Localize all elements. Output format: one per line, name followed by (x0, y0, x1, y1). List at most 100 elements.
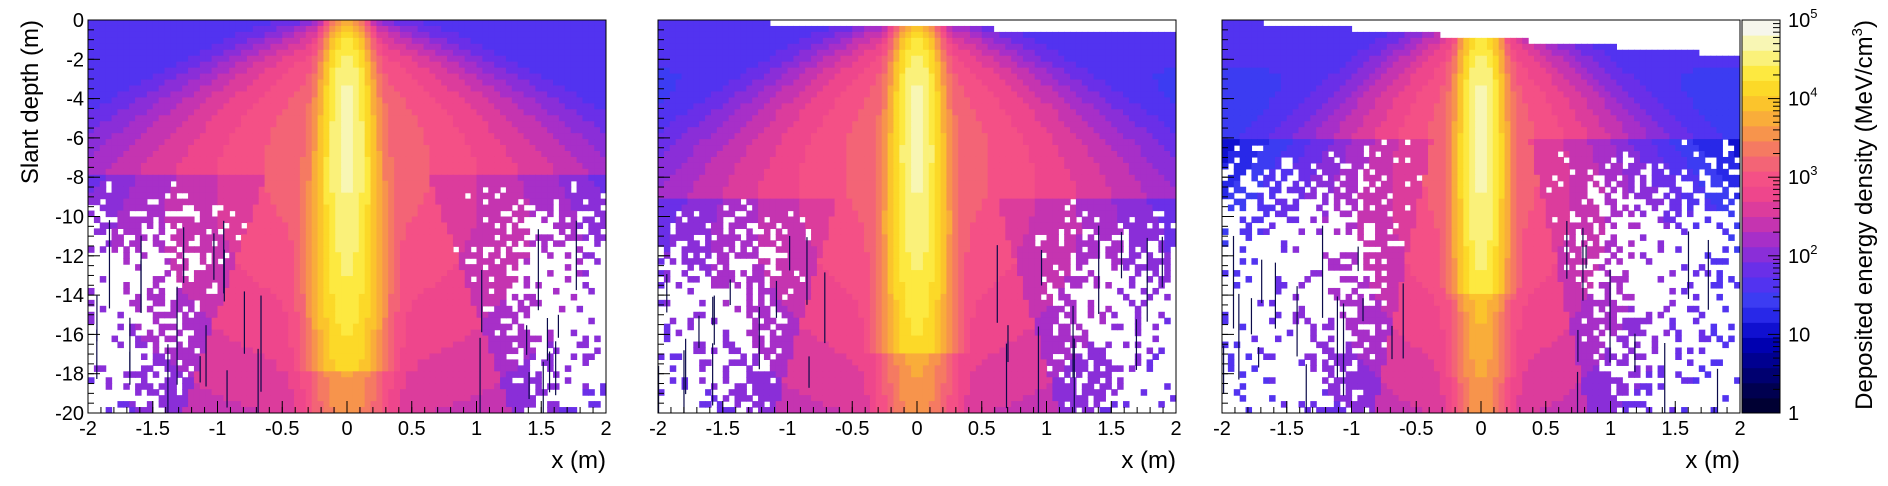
heat-cell (164, 37, 172, 45)
heat-cell (182, 151, 189, 158)
heat-cell (447, 43, 454, 51)
heat-cell (305, 395, 313, 402)
heat-cell (264, 115, 272, 122)
heat-cell (576, 55, 584, 63)
heat-cell (235, 407, 242, 413)
heat-cell (500, 383, 507, 390)
heat-cell (411, 401, 419, 408)
heat-cell (311, 31, 319, 39)
heat-cell (99, 204, 107, 212)
heat-cell (547, 359, 554, 366)
heat-cell (311, 55, 319, 63)
heat-cell (229, 287, 236, 295)
heat-cell (423, 240, 431, 247)
heat-cell (282, 174, 289, 182)
heat-cell (270, 121, 277, 128)
heat-cell (441, 216, 448, 224)
heat-cell (123, 246, 130, 253)
heat-cell (258, 49, 266, 57)
heat-cell (311, 228, 319, 235)
heat-cell (511, 186, 519, 194)
heat-cell (452, 317, 460, 325)
heat-cell (476, 240, 483, 247)
heat-cell (311, 222, 319, 229)
heat-cell (258, 216, 266, 224)
heat-cell (270, 85, 277, 93)
heat-cell (246, 377, 254, 384)
heat-cell (252, 121, 260, 128)
heat-cell (470, 317, 478, 325)
heat-cell (123, 180, 130, 188)
heat-cell (235, 377, 242, 384)
heat-cell (335, 311, 342, 319)
heat-cell (547, 73, 554, 81)
heat-cell (88, 61, 95, 69)
heat-cell (505, 246, 513, 253)
heat-cell (494, 198, 501, 206)
heat-cell (358, 31, 366, 39)
heat-cell (364, 186, 372, 194)
heat-cell (193, 85, 201, 93)
heat-cell (435, 371, 442, 378)
heat-cell (335, 79, 342, 87)
heat-cell (441, 156, 448, 164)
heat-cell (364, 97, 372, 104)
heat-cell (517, 407, 525, 413)
heat-cell (323, 395, 330, 402)
heat-cell (399, 276, 407, 283)
heat-cell (558, 174, 566, 182)
heat-cell (223, 293, 230, 301)
heat-cell (164, 156, 172, 164)
heat-cell (282, 359, 289, 366)
heat-cell (347, 401, 354, 408)
heat-cell (276, 264, 283, 271)
heat-cell (417, 115, 425, 122)
heat-cell (376, 335, 383, 343)
heat-cell (347, 67, 354, 75)
heat-cell (152, 151, 160, 158)
heat-cell (288, 79, 295, 87)
heat-cell (205, 121, 213, 128)
heat-cell (117, 216, 124, 224)
heat-cell (558, 222, 566, 229)
heat-cell (470, 151, 478, 158)
heat-cell (594, 127, 601, 134)
heat-cell (294, 168, 301, 176)
heat-cell (411, 91, 419, 98)
heat-cell (447, 228, 454, 235)
heat-cell (447, 323, 454, 331)
heat-cell (488, 97, 495, 104)
heat-cell (482, 341, 489, 349)
heat-cell (176, 145, 183, 152)
heat-cell (299, 180, 307, 188)
heat-cell (517, 228, 525, 235)
heat-cell (394, 353, 401, 360)
heat-cell (594, 49, 601, 57)
heat-cell (553, 139, 560, 146)
heat-cell (558, 67, 566, 75)
heat-cell (358, 347, 366, 355)
heat-cell (452, 162, 460, 170)
heat-cell (294, 204, 301, 212)
heat-cell (464, 204, 472, 212)
heat-cell (447, 49, 454, 57)
heat-cell (529, 210, 536, 218)
heat-cell (311, 305, 319, 313)
heat-cell (288, 103, 295, 110)
heat-cell (405, 383, 413, 390)
heat-cell (358, 37, 366, 45)
heat-cell (241, 359, 248, 366)
heat-cell (288, 162, 295, 170)
heat-cell (170, 365, 177, 372)
heat-cell (594, 174, 601, 182)
heat-cell (482, 204, 489, 212)
heat-cell (547, 198, 554, 206)
heat-cell (382, 121, 389, 128)
heat-cell (476, 145, 483, 152)
heat-cell (411, 85, 419, 93)
heat-cell (382, 43, 389, 51)
heat-cell (358, 293, 366, 301)
heat-cell (135, 156, 142, 164)
heat-cell (370, 341, 378, 349)
heat-cell (482, 85, 489, 93)
